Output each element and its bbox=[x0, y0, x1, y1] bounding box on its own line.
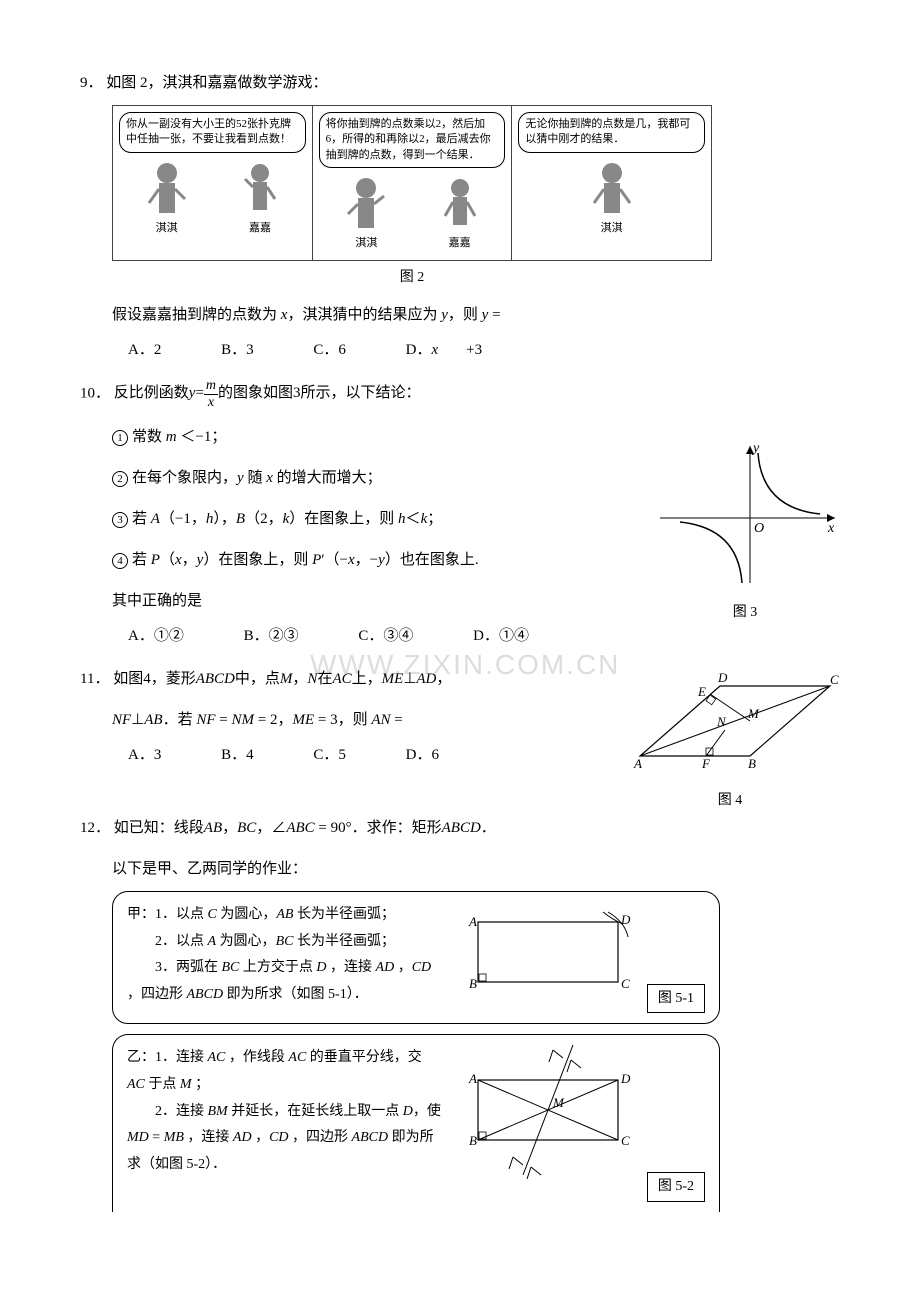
option-d: D．①④ bbox=[473, 628, 557, 644]
q12-box-jia: 甲：1．以点 C 为圆心，AB 长为半径画弧； 甲：2．以点 A 为圆心，BC … bbox=[112, 891, 720, 1024]
box2-s2: 2．连接 BM 并延长，在延长线上取一点 D，使 MD = MB ，连接 AD … bbox=[127, 1104, 441, 1172]
person-jiajia: 嘉嘉 bbox=[442, 174, 478, 254]
q10-item-4: 4若 P（x，y）在图象上，则 P′（−x，−y）也在图象上. bbox=[80, 547, 650, 574]
svg-text:y: y bbox=[751, 441, 760, 456]
person-jiajia: 嘉嘉 bbox=[242, 159, 278, 239]
figure-5-2: A B C D M bbox=[453, 1045, 643, 1190]
comic-panel-2: 将你抽到牌的点数乘以2，然后加6，所得的和再除以2，最后减去你抽到牌的点数，得到… bbox=[313, 106, 513, 260]
question-10: 10． 反比例函数y=mx的图象如图3所示，以下结论： 1常数 m ＜−1； 2… bbox=[80, 378, 840, 664]
q12-box-yi: 乙：1．连接 AC ，作线段 AC 的垂直平分线，交 AC 于点 M ； 乙：2… bbox=[112, 1034, 720, 1211]
option-a: A．①② bbox=[128, 628, 212, 644]
girl-icon bbox=[346, 174, 386, 234]
svg-text:C: C bbox=[621, 976, 630, 991]
option-c: C．5 bbox=[313, 747, 374, 763]
boy-icon bbox=[442, 174, 478, 234]
q11-number: 11． bbox=[80, 671, 109, 687]
svg-text:A: A bbox=[468, 914, 477, 929]
q10-item-3: 3若 A（−1，h），B（2，k）在图象上，则 h＜k； bbox=[80, 506, 650, 533]
q12-text: 如已知：线段AB，BC，∠ABC = 90°．求作：矩形ABCD． bbox=[114, 820, 496, 836]
person-qiqi: 淇淇 bbox=[346, 174, 386, 254]
svg-text:B: B bbox=[469, 976, 477, 991]
name-label: 嘉嘉 bbox=[249, 222, 271, 234]
box2-s1: 1．连接 AC ，作线段 AC 的垂直平分线，交 AC 于点 M ； bbox=[127, 1050, 422, 1092]
q10-item-1: 1常数 m ＜−1； bbox=[80, 424, 650, 451]
figure-5-1: A B C D bbox=[453, 902, 643, 1002]
name-label: 淇淇 bbox=[601, 222, 623, 234]
option-a: A．3 bbox=[128, 747, 189, 763]
figure-3-graph: y x O bbox=[650, 438, 840, 588]
box1-lead: 甲： bbox=[127, 907, 155, 922]
q10-item-2: 2在每个象限内，y 随 x 的增大而增大； bbox=[80, 465, 650, 492]
q11-options: A．3 B．4 C．5 D．6 bbox=[80, 742, 620, 769]
bubble-2: 将你抽到牌的点数乘以2，然后加6，所得的和再除以2，最后减去你抽到牌的点数，得到… bbox=[319, 112, 506, 168]
name-label: 淇淇 bbox=[156, 222, 178, 234]
box2-lead: 乙： bbox=[127, 1050, 155, 1065]
box1-s2: 2．以点 A 为圆心，BC 长为半径画弧； bbox=[155, 934, 395, 949]
option-d: D．6 bbox=[406, 747, 467, 763]
q10-tail: 其中正确的是 bbox=[80, 588, 650, 615]
fig4-caption: 图 4 bbox=[620, 788, 840, 813]
option-a: A．2 bbox=[128, 342, 189, 358]
svg-text:O: O bbox=[754, 521, 764, 536]
svg-text:D: D bbox=[620, 912, 631, 927]
svg-text:B: B bbox=[469, 1133, 477, 1148]
question-12: 12． 如已知：线段AB，BC，∠ABC = 90°．求作：矩形ABCD． 以下… bbox=[80, 815, 840, 1211]
svg-text:E: E bbox=[697, 684, 706, 699]
svg-text:x: x bbox=[827, 521, 835, 536]
name-label: 淇淇 bbox=[355, 237, 377, 249]
svg-text:F: F bbox=[701, 756, 711, 771]
person-qiqi: 淇淇 bbox=[592, 159, 632, 239]
q9-sub: 假设嘉嘉抽到牌的点数为 x，淇淇猜中的结果应为 y，则 y = bbox=[80, 302, 840, 329]
q12-number: 12． bbox=[80, 820, 110, 836]
option-c: C．③④ bbox=[358, 628, 441, 644]
fig3-caption: 图 3 bbox=[650, 600, 840, 625]
svg-text:M: M bbox=[747, 706, 760, 721]
q10-options: A．①② B．②③ C．③④ D．①④ bbox=[80, 623, 650, 650]
q9-number: 9． bbox=[80, 75, 103, 91]
option-b: B．4 bbox=[221, 747, 282, 763]
q10-number: 10． bbox=[80, 385, 110, 401]
bubble-1: 你从一副没有大小王的52张扑克牌中任抽一张，不要让我看到点数！ bbox=[119, 112, 306, 153]
figure-4-rhombus: A B C D E F N M bbox=[620, 666, 840, 776]
girl-icon bbox=[592, 159, 632, 219]
person-qiqi: 淇淇 bbox=[147, 159, 187, 239]
q9-text: 如图 2，淇淇和嘉嘉做数学游戏： bbox=[106, 75, 327, 91]
girl-icon bbox=[147, 159, 187, 219]
svg-text:A: A bbox=[633, 756, 642, 771]
svg-text:N: N bbox=[716, 714, 727, 729]
comic-panel-3: 无论你抽到牌的点数是几，我都可以猜中刚才的结果． 淇淇 bbox=[512, 106, 711, 260]
svg-text:M: M bbox=[552, 1095, 565, 1110]
fig5-1-caption: 图 5-1 bbox=[647, 984, 705, 1013]
box1-s1: 1．以点 C 为圆心，AB 长为半径画弧； bbox=[155, 907, 395, 922]
svg-text:C: C bbox=[830, 672, 839, 687]
q12-sub: 以下是甲、乙两同学的作业： bbox=[80, 856, 840, 883]
q10-text: 反比例函数y=mx的图象如图3所示，以下结论： bbox=[114, 385, 421, 401]
svg-text:A: A bbox=[468, 1071, 477, 1086]
svg-text:B: B bbox=[748, 756, 756, 771]
option-d: D．x+3 bbox=[406, 342, 482, 358]
option-b: B．3 bbox=[221, 342, 282, 358]
q11-line2: NF⊥AB．若 NF = NM = 2，ME = 3，则 AN = bbox=[80, 707, 620, 734]
boy-icon bbox=[242, 159, 278, 219]
box1-s3: 3．两弧在 BC 上方交于点 D ，连接 AD ，CD ，四边形 ABCD 即为… bbox=[127, 960, 431, 1002]
name-label: 嘉嘉 bbox=[449, 237, 471, 249]
option-c: C．6 bbox=[313, 342, 374, 358]
question-9: 9． 如图 2，淇淇和嘉嘉做数学游戏： 你从一副没有大小王的52张扑克牌中任抽一… bbox=[80, 70, 840, 364]
q9-options: A．2 B．3 C．6 D．x+3 bbox=[80, 337, 840, 364]
fig5-2-caption: 图 5-2 bbox=[647, 1172, 705, 1201]
comic-panel-1: 你从一副没有大小王的52张扑克牌中任抽一张，不要让我看到点数！ 淇淇 嘉嘉 bbox=[113, 106, 313, 260]
svg-text:D: D bbox=[620, 1071, 631, 1086]
q11-line1: 如图4，菱形ABCD中，点M，N在AC上，ME⊥AD， bbox=[113, 671, 451, 687]
fig2-caption: 图 2 bbox=[112, 265, 712, 290]
option-b: B．②③ bbox=[244, 628, 327, 644]
q9-comic: 你从一副没有大小王的52张扑克牌中任抽一张，不要让我看到点数！ 淇淇 嘉嘉 将你… bbox=[112, 105, 712, 261]
bubble-3: 无论你抽到牌的点数是几，我都可以猜中刚才的结果． bbox=[518, 112, 705, 153]
question-11: 11． 如图4，菱形ABCD中，点M，N在AC上，ME⊥AD， NF⊥AB．若 … bbox=[80, 666, 840, 813]
svg-text:D: D bbox=[717, 670, 728, 685]
svg-text:C: C bbox=[621, 1133, 630, 1148]
